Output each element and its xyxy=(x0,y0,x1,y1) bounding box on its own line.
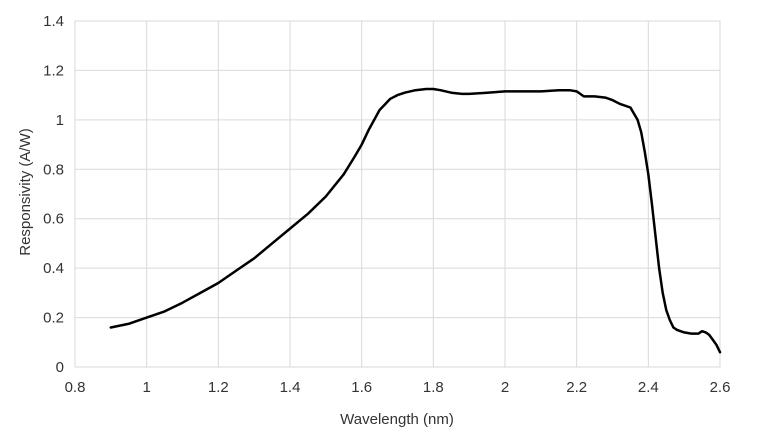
data-point xyxy=(665,309,668,312)
data-point xyxy=(701,330,704,333)
y-tick-label: 1.4 xyxy=(43,13,64,30)
data-point xyxy=(414,89,417,92)
data-point xyxy=(643,150,646,153)
x-axis-title: Wavelength (nm) xyxy=(340,411,454,428)
data-point xyxy=(704,331,707,334)
data-point xyxy=(217,281,220,284)
data-point xyxy=(235,269,238,272)
data-point xyxy=(306,212,309,215)
data-point xyxy=(539,90,542,93)
data-point xyxy=(450,91,453,94)
data-point xyxy=(127,322,130,325)
data-point xyxy=(611,99,614,102)
data-point xyxy=(461,92,463,95)
x-tick-label: 0.8 xyxy=(65,379,86,396)
data-point xyxy=(661,291,664,294)
data-point xyxy=(109,326,112,329)
data-point xyxy=(504,90,506,93)
y-axis-title: Responsivity (A/W) xyxy=(17,128,34,256)
x-tick-label: 1.6 xyxy=(351,379,372,396)
y-tick-label: 0 xyxy=(56,359,64,376)
data-point xyxy=(618,102,621,105)
data-point xyxy=(439,89,442,92)
y-tick-label: 1.2 xyxy=(43,62,64,79)
x-tick-label: 1 xyxy=(142,379,150,396)
y-tick-label: 0.8 xyxy=(43,161,64,178)
data-point xyxy=(654,235,657,238)
data-point xyxy=(650,202,653,205)
data-point xyxy=(181,301,184,304)
y-axis-tick-labels: 0 0.2 0.4 0.6 0.8 1 1.2 1.4 xyxy=(43,13,64,376)
data-point xyxy=(468,92,471,95)
y-tick-label: 0.6 xyxy=(43,211,64,228)
data-point xyxy=(145,316,148,319)
series-points xyxy=(109,87,721,354)
data-point xyxy=(636,118,639,121)
x-tick-label: 1.2 xyxy=(208,379,229,396)
data-point xyxy=(486,91,489,94)
data-point xyxy=(593,95,596,98)
data-point xyxy=(658,267,661,270)
data-point xyxy=(708,333,711,336)
data-point xyxy=(378,108,381,111)
plot-area-border xyxy=(74,20,721,368)
data-point xyxy=(367,128,370,131)
data-point xyxy=(582,95,585,98)
y-tick-label: 0.2 xyxy=(43,310,64,327)
data-point xyxy=(711,338,714,341)
data-point xyxy=(360,143,363,146)
data-point xyxy=(289,227,291,230)
data-point xyxy=(521,90,524,93)
data-point xyxy=(271,242,274,245)
y-tick-label: 1 xyxy=(56,112,64,129)
x-tick-label: 1.8 xyxy=(423,379,444,396)
data-point xyxy=(715,343,718,346)
x-tick-label: 2.2 xyxy=(566,379,587,396)
x-tick-label: 2 xyxy=(501,379,509,396)
data-point xyxy=(719,351,721,354)
data-point xyxy=(199,291,202,294)
data-point xyxy=(557,89,560,92)
data-point xyxy=(640,131,643,134)
data-point xyxy=(672,326,675,329)
x-tick-label: 1.4 xyxy=(280,379,301,396)
data-point xyxy=(683,331,686,334)
data-point xyxy=(676,328,678,331)
data-point xyxy=(425,87,428,90)
data-point xyxy=(575,90,578,93)
data-point xyxy=(324,195,327,198)
x-tick-label: 2.6 xyxy=(710,379,731,396)
x-tick-label: 2.4 xyxy=(638,379,659,396)
data-point xyxy=(432,87,435,90)
data-point xyxy=(629,106,632,109)
data-point xyxy=(697,332,700,335)
data-point xyxy=(604,96,607,99)
data-point xyxy=(568,89,571,92)
data-point xyxy=(690,332,693,335)
data-point xyxy=(163,310,166,313)
data-point xyxy=(668,319,671,322)
data-point xyxy=(403,91,406,94)
x-axis-tick-labels: 0.8 1 1.2 1.4 1.6 1.8 2 2.2 2.4 2.6 xyxy=(65,379,731,396)
data-point xyxy=(396,94,399,97)
data-point xyxy=(253,257,256,260)
data-point xyxy=(353,155,356,158)
responsivity-series-line xyxy=(109,87,722,354)
data-point xyxy=(647,173,650,176)
y-tick-label: 0.4 xyxy=(43,260,64,277)
data-point xyxy=(389,97,392,100)
data-point xyxy=(342,173,345,176)
